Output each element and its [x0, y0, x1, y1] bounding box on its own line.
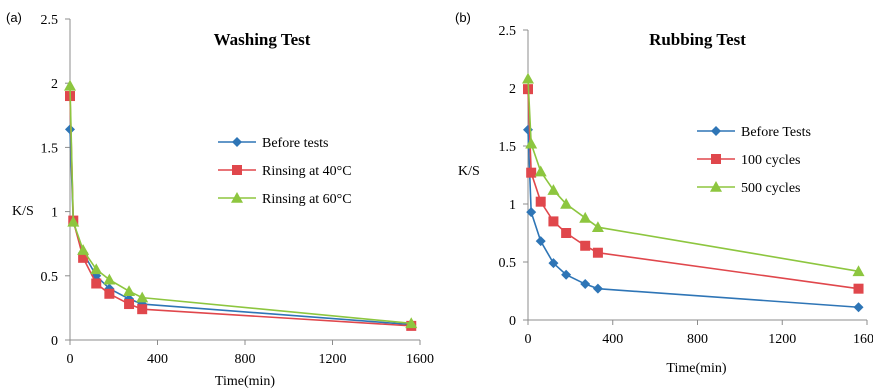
data-point [853, 283, 864, 294]
chart-panel-b: (b) 0 0.5 1 1.5 2 2.5 0 400 800 1200 1600 Rubbing Te… [455, 10, 873, 376]
legend-item: Before Tests [697, 125, 811, 140]
series-2 [64, 79, 418, 329]
x-tick-label: 400 [602, 332, 623, 347]
data-point [547, 184, 560, 195]
data-point [103, 273, 116, 285]
data-point [123, 285, 136, 297]
y-tick-label: 2.5 [499, 24, 517, 39]
series-line [527, 78, 859, 273]
data-point [91, 278, 102, 289]
data-point [580, 240, 591, 251]
y-tick-label: 2.5 [41, 13, 59, 28]
series-1 [523, 84, 864, 294]
data-point [579, 211, 592, 223]
legend-item: Before tests [218, 136, 328, 151]
x-axis-label: Time(min) [666, 361, 726, 376]
legend-marker [231, 192, 243, 203]
series-line [527, 129, 859, 309]
legend-item: Rinsing at 60°C [218, 192, 352, 207]
legend-marker [711, 154, 721, 164]
y-tick-label: 1 [509, 198, 516, 213]
legend-marker [232, 165, 242, 175]
data-point [65, 124, 75, 135]
y-tick-label: 0 [51, 334, 58, 349]
y-tick-label: 2 [51, 77, 58, 92]
legend-marker [710, 181, 722, 192]
x-tick-label: 1200 [768, 332, 796, 347]
data-point [525, 137, 538, 149]
x-tick-label: 800 [235, 352, 256, 367]
data-point [852, 265, 865, 277]
data-point [64, 79, 76, 91]
data-point [560, 198, 573, 209]
legend-label: Rinsing at 60°C [262, 192, 352, 207]
legend-label: 500 cycles [741, 181, 800, 196]
x-tick-label: 400 [147, 352, 168, 367]
x-tick-label: 800 [687, 332, 708, 347]
data-point [405, 317, 418, 329]
series-line [69, 96, 412, 327]
y-tick-label: 1.5 [499, 140, 517, 155]
series-2 [522, 72, 865, 277]
data-point [548, 216, 559, 227]
legend-label: Rinsing at 40°C [262, 164, 352, 179]
data-point [526, 167, 537, 178]
x-tick-label: 0 [525, 332, 532, 347]
data-point [78, 252, 89, 263]
y-axis-label: K/S [12, 204, 34, 219]
chart-title: Rubbing Test [649, 30, 746, 49]
data-point [591, 221, 604, 232]
data-point [535, 196, 546, 207]
data-point [77, 244, 90, 255]
data-point [526, 207, 537, 218]
y-axis-label: K/S [458, 164, 480, 179]
data-point [90, 263, 103, 275]
data-point [561, 269, 572, 280]
panel-label: (a) [6, 10, 22, 25]
data-point [534, 165, 547, 177]
legend-item: 500 cycles [697, 181, 800, 196]
data-point [136, 291, 149, 303]
series-line [527, 89, 859, 290]
data-point [535, 236, 546, 247]
y-tick-label: 0.5 [41, 270, 59, 285]
legend-marker [232, 137, 242, 147]
legend-label: Before Tests [741, 125, 811, 140]
data-point [561, 228, 572, 238]
x-tick-label: 1600 [406, 352, 434, 367]
data-point [592, 283, 603, 294]
series-0 [523, 124, 864, 313]
y-tick-label: 0.5 [499, 256, 517, 271]
legend-label: Before tests [262, 136, 328, 151]
series-line [69, 85, 412, 325]
data-point [104, 288, 115, 299]
y-tick-label: 1.5 [41, 141, 59, 156]
x-tick-label: 0 [67, 352, 74, 367]
data-point [522, 72, 534, 84]
data-point [580, 279, 591, 290]
legend-marker [711, 126, 721, 136]
series-1 [65, 91, 417, 331]
x-axis-label: Time(min) [215, 374, 275, 389]
legend-item: 100 cycles [697, 153, 800, 168]
y-tick-label: 1 [51, 206, 58, 221]
series-line [69, 129, 412, 326]
data-point [548, 258, 559, 269]
chart-panel-a: (a) 0 0.5 1 1.5 2 2.5 0 400 800 1200 1600 Washing Te… [6, 10, 434, 389]
x-tick-label: 1600 [853, 332, 873, 347]
data-point [67, 215, 80, 227]
panel-label: (b) [455, 10, 471, 25]
x-tick-label: 1200 [319, 352, 347, 367]
chart-title: Washing Test [214, 30, 311, 49]
data-point [124, 299, 135, 310]
data-point [523, 124, 533, 135]
data-point [592, 247, 603, 258]
legend-item: Rinsing at 40°C [218, 164, 352, 179]
data-point [137, 304, 148, 315]
data-point [853, 302, 864, 313]
legend-label: 100 cycles [741, 153, 800, 168]
y-tick-label: 0 [509, 314, 516, 329]
y-tick-label: 2 [509, 82, 516, 97]
